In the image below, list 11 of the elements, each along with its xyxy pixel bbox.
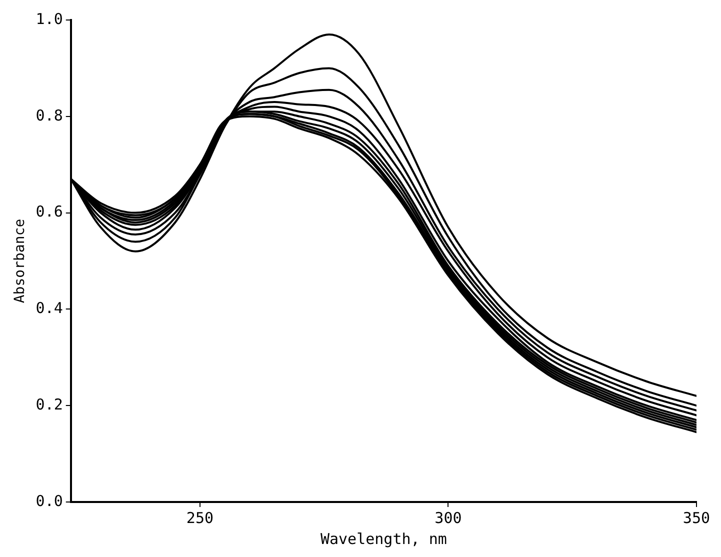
y-tick-label: 0.8	[36, 106, 63, 124]
y-axis-title: Absorbance	[12, 218, 28, 304]
y-tick-label: 0.4	[36, 299, 63, 318]
x-axis-title: Wavelength, nm	[320, 530, 447, 548]
x-tick-label: 250	[186, 508, 214, 527]
x-tick-label: 300	[434, 508, 462, 527]
y-tick-label: 0.0	[36, 492, 63, 510]
y-tick-label: 0.6	[36, 202, 63, 221]
y-tick-label: 1.0	[36, 10, 63, 28]
y-tick-label: 0.2	[36, 395, 63, 414]
x-tick-label: 350	[682, 508, 710, 527]
